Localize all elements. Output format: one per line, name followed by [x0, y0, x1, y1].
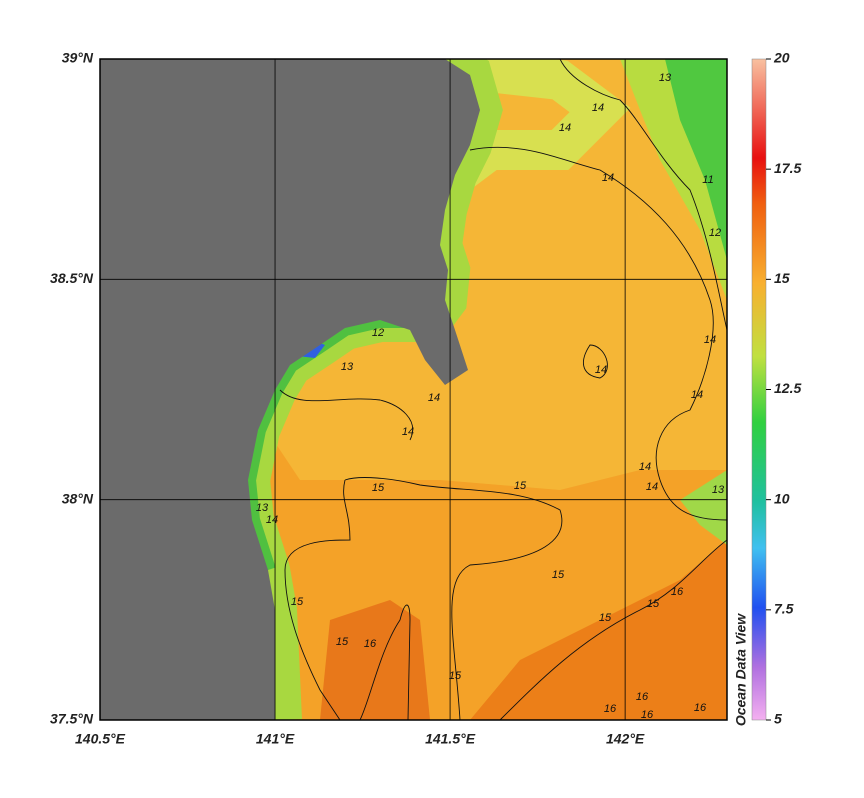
lon-tick-label: 141°E	[256, 731, 295, 747]
contour-label: 14	[691, 389, 703, 401]
contour-label: 11	[702, 174, 713, 186]
watermark: Ocean Data View	[733, 613, 749, 726]
lat-tick-label: 38.5°N	[50, 270, 94, 286]
contour-line	[279, 389, 414, 441]
lon-tick-label: 141.5°E	[425, 731, 476, 747]
contour-label: 14	[602, 172, 614, 184]
contour-label: 14	[592, 102, 604, 114]
colorbar-tick-label: 20	[773, 50, 790, 66]
lat-tick-label: 38°N	[62, 490, 94, 506]
lat-tick-label: 39°N	[62, 50, 94, 66]
contour-label: 14	[646, 481, 658, 493]
lat-tick-label: 37.5°N	[50, 711, 94, 727]
contour-label: 14	[402, 426, 414, 438]
contour-label: 14	[704, 334, 716, 346]
contour-label: 14	[428, 392, 440, 404]
contour-label: 16	[641, 709, 654, 721]
contour-line	[344, 477, 563, 720]
colorbar-tick-label: 12.5	[774, 380, 801, 396]
contour-label: 12	[372, 327, 384, 339]
contour-label: 16	[604, 703, 617, 715]
ocean-warm-south-west	[320, 600, 430, 720]
ocean-warm-south	[470, 540, 727, 720]
contour-label: 12	[709, 227, 721, 239]
contour-label: 15	[449, 670, 462, 682]
contour-label: 15	[336, 636, 349, 648]
contour-label: 15	[372, 482, 385, 494]
land	[100, 59, 480, 720]
contour-label: 14	[266, 514, 278, 526]
contour-label: 14	[559, 122, 571, 134]
lon-tick-label: 140.5°E	[75, 731, 126, 747]
contour-line	[359, 604, 411, 720]
contour-label: 16	[694, 702, 707, 714]
ocean-cold-east	[665, 59, 727, 260]
colorbar	[751, 58, 767, 721]
contour-line	[583, 344, 608, 379]
ocean-cool-southeast	[680, 470, 727, 545]
map-area	[100, 59, 727, 720]
contour-line	[499, 539, 727, 720]
colorbar-tick-label: 5	[774, 711, 782, 727]
contour-label: 16	[636, 691, 649, 703]
colorbar-tick-label: 17.5	[774, 160, 801, 176]
contour-line	[469, 146, 727, 521]
contour-label: 15	[291, 596, 304, 608]
contour-label: 13	[659, 72, 672, 84]
contour-label: 15	[599, 612, 612, 624]
contour-label: 16	[671, 586, 684, 598]
colorbar-tick-label: 7.5	[774, 601, 794, 617]
contour-label: 16	[364, 638, 377, 650]
contour-label: 14	[639, 461, 651, 473]
contour-label: 14	[595, 364, 607, 376]
contour-label: 15	[552, 569, 565, 581]
colorbar-tick-label: 10	[774, 490, 790, 506]
ocean-warm-north	[260, 59, 727, 490]
lon-tick-label: 142°E	[606, 731, 645, 747]
contour-line	[559, 59, 727, 331]
colorbar-tick-label: 15	[774, 270, 790, 286]
contour-label: 13	[256, 502, 269, 514]
contour-label: 13	[712, 484, 725, 496]
contour-line	[284, 479, 351, 720]
contour-label: 15	[647, 598, 660, 610]
contour-label: 15	[514, 480, 527, 492]
contour-label: 13	[341, 361, 354, 373]
